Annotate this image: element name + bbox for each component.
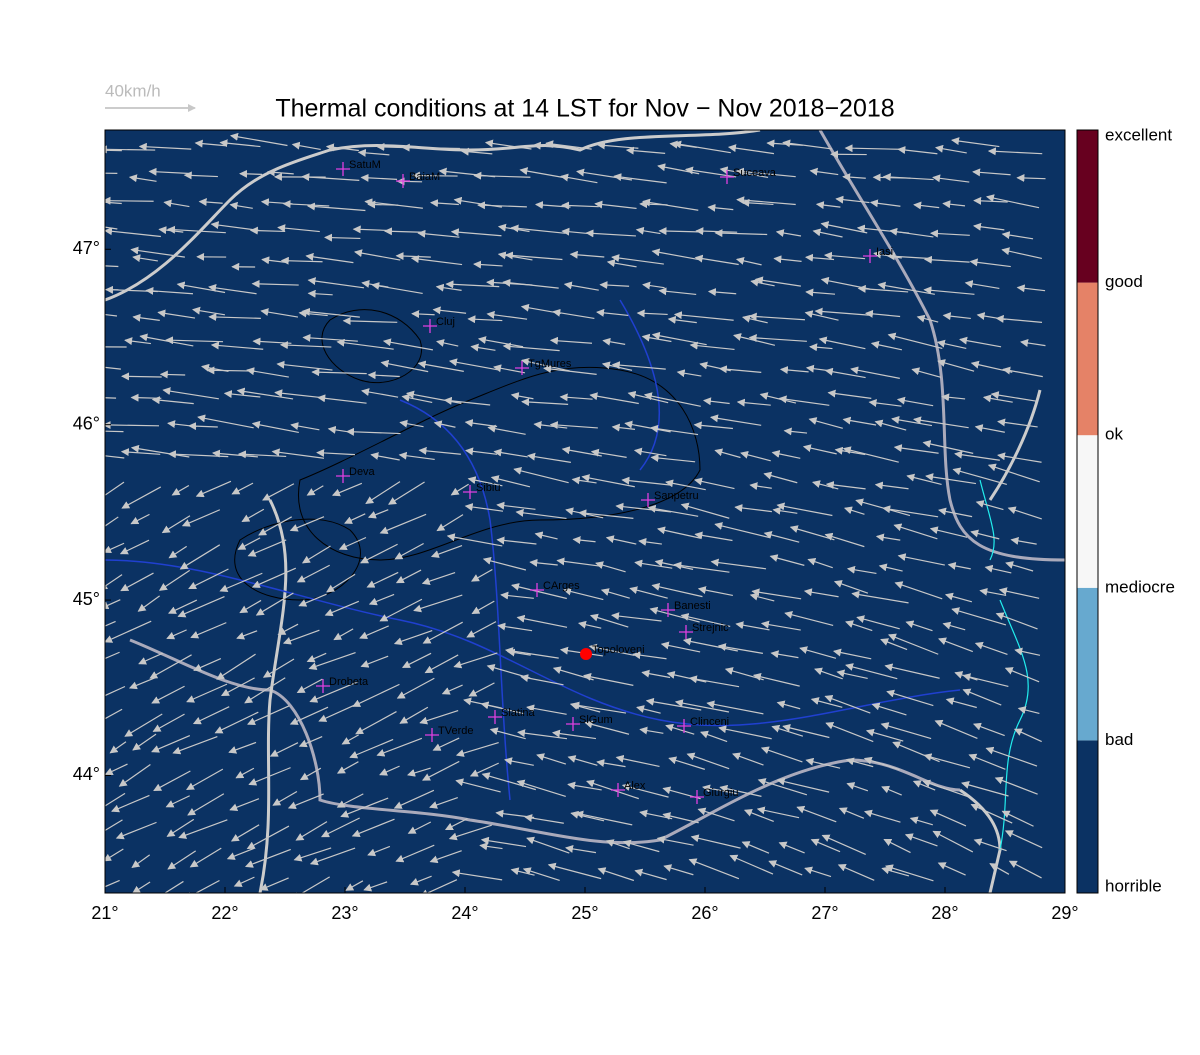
x-tick-label: 27° bbox=[811, 903, 838, 923]
wind-arrow bbox=[103, 201, 153, 202]
colorbar-label: good bbox=[1105, 272, 1143, 291]
city-label: SatuM bbox=[349, 159, 381, 171]
wind-arrow bbox=[161, 374, 185, 375]
city-label: Drobeta bbox=[329, 676, 369, 688]
colorbar-segment bbox=[1077, 740, 1098, 893]
city-label: Suceava bbox=[733, 167, 777, 179]
site-marker bbox=[580, 648, 592, 660]
city-label: Alex bbox=[624, 780, 646, 792]
x-tick-label: 26° bbox=[691, 903, 718, 923]
colorbar-label: bad bbox=[1105, 730, 1133, 749]
colorbar-segment bbox=[1077, 435, 1098, 588]
wind-scale-label: 40km/h bbox=[105, 81, 161, 100]
colorbar: horrible bad mediocre ok good excellent bbox=[1077, 125, 1175, 895]
city-label: TgMures bbox=[528, 358, 572, 370]
wind-arrow bbox=[132, 398, 162, 399]
city-label: Cluj bbox=[436, 316, 455, 328]
x-tick-label: 22° bbox=[211, 903, 238, 923]
city-label: SlGum bbox=[579, 714, 613, 726]
wind-arrow bbox=[122, 376, 162, 377]
x-tick-label: 24° bbox=[451, 903, 478, 923]
colorbar-label: excellent bbox=[1105, 125, 1172, 144]
city-label: Giurgiu bbox=[703, 787, 738, 799]
wind-arrow bbox=[240, 174, 262, 175]
colorbar-label: mediocre bbox=[1105, 577, 1175, 596]
x-tick-label: 25° bbox=[571, 903, 598, 923]
y-tick-label: 47° bbox=[73, 238, 100, 258]
y-tick-label: 46° bbox=[73, 413, 100, 433]
colorbar-label: horrible bbox=[1105, 876, 1162, 895]
map-title: Thermal conditions at 14 LST for Nov − N… bbox=[275, 95, 894, 123]
city-label: Clinceni bbox=[690, 716, 729, 728]
city-label: BaiaM bbox=[409, 171, 440, 183]
wind-arrow bbox=[100, 149, 155, 150]
x-tick-label: 29° bbox=[1051, 903, 1078, 923]
x-tick-label: 21° bbox=[91, 903, 118, 923]
colorbar-segment bbox=[1077, 588, 1098, 741]
city-label: Sanpetru bbox=[654, 490, 699, 502]
colorbar-segment bbox=[1077, 130, 1098, 283]
city-label: Deva bbox=[349, 466, 376, 478]
city-label: Slatina bbox=[501, 707, 536, 719]
city-label: Iasi bbox=[876, 246, 893, 258]
colorbar-segment bbox=[1077, 283, 1098, 436]
y-tick-label: 44° bbox=[73, 764, 100, 784]
city-label: Topoloveni bbox=[592, 644, 645, 656]
x-tick-label: 28° bbox=[931, 903, 958, 923]
city-label: Banesti bbox=[674, 600, 711, 612]
colorbar-label: ok bbox=[1105, 425, 1123, 444]
city-label: TVerde bbox=[438, 725, 473, 737]
city-label: Strejnic bbox=[692, 622, 729, 634]
x-tick-label: 23° bbox=[331, 903, 358, 923]
city-label: Sibiu bbox=[476, 482, 500, 494]
wind-arrow bbox=[92, 397, 116, 398]
y-tick-label: 45° bbox=[73, 589, 100, 609]
city-label: CArges bbox=[543, 580, 580, 592]
